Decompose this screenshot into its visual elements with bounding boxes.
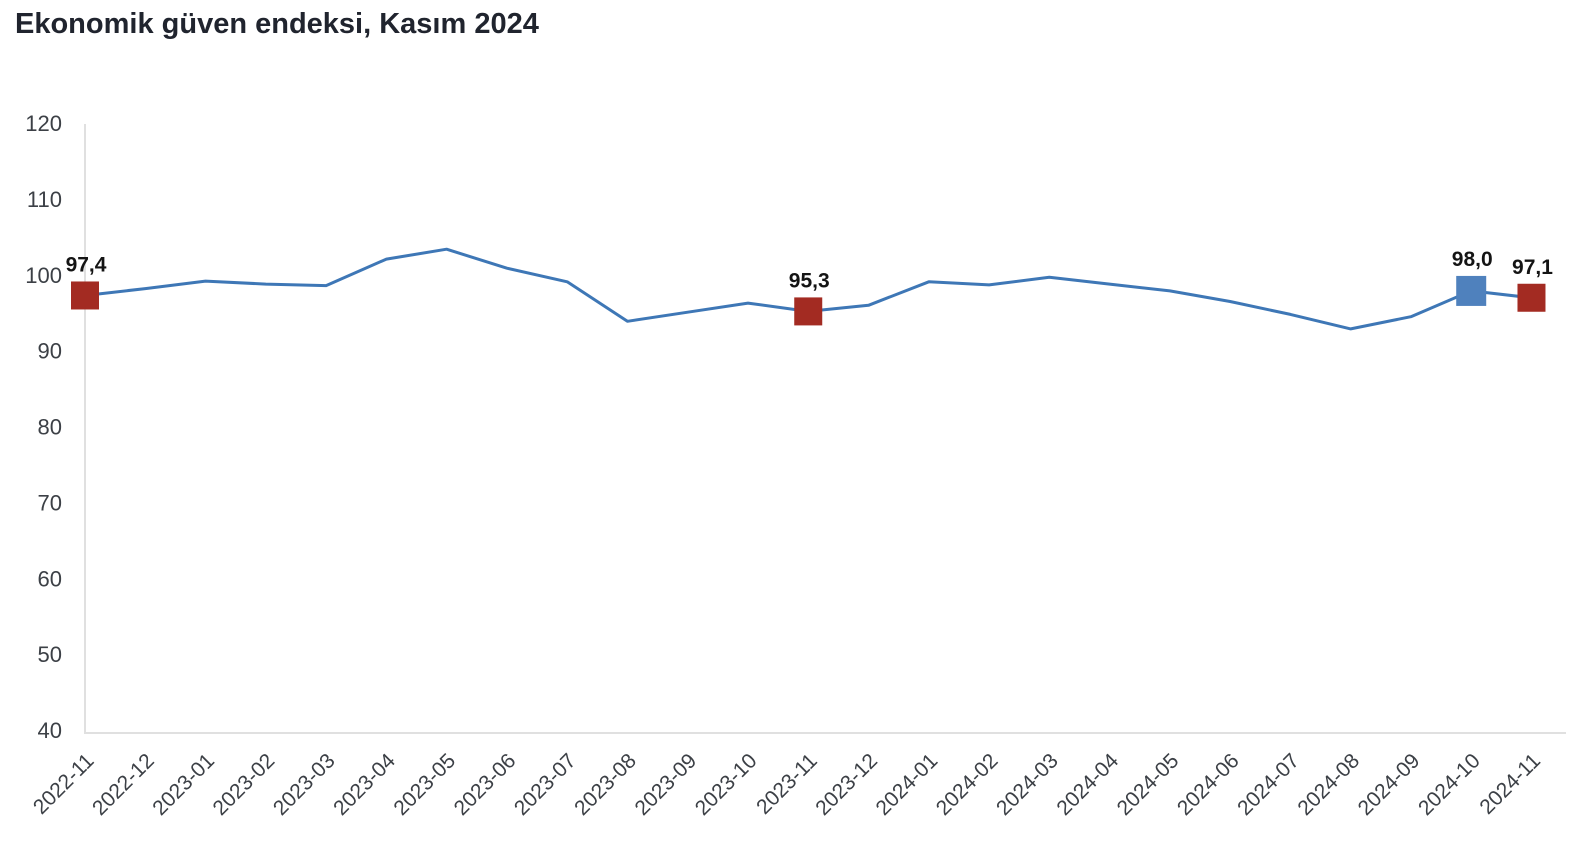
x-axis-tick-label-2024-04: 2024-04 — [1052, 749, 1123, 820]
y-axis-tick-label-80: 80 — [38, 415, 62, 440]
x-axis-tick-label-2024-07: 2024-07 — [1233, 749, 1304, 820]
x-axis-tick-label-2024-05: 2024-05 — [1113, 749, 1184, 820]
x-axis-tick-label-2023-08: 2023-08 — [570, 749, 641, 820]
y-axis-tick-label-70: 70 — [38, 490, 62, 515]
x-axis-tick-label-2023-04: 2023-04 — [329, 749, 400, 820]
y-axis-tick-label-60: 60 — [38, 566, 62, 591]
point-label-2024-11: 97,1 — [1512, 256, 1553, 279]
x-axis-tick-label-2023-10: 2023-10 — [691, 749, 762, 820]
x-axis-tick-label-2023-01: 2023-01 — [148, 749, 219, 820]
marker-2023-11 — [794, 297, 823, 326]
x-axis-tick-label-2023-05: 2023-05 — [389, 749, 460, 820]
y-axis-tick-label-50: 50 — [38, 642, 62, 667]
point-label-2023-11: 95,3 — [789, 269, 830, 292]
chart-title: Ekonomik güven endeksi, Kasım 2024 — [15, 8, 539, 40]
x-axis-tick-label-2024-06: 2024-06 — [1173, 749, 1244, 820]
x-axis-tick-label-2023-03: 2023-03 — [269, 749, 340, 820]
x-axis-tick-label-2024-01: 2024-01 — [872, 749, 943, 820]
marker-2024-11 — [1517, 283, 1546, 312]
x-axis-tick-label-2023-06: 2023-06 — [450, 749, 521, 820]
x-axis-tick-label-2023-07: 2023-07 — [510, 749, 581, 820]
x-axis-tick-label-2024-03: 2024-03 — [992, 749, 1063, 820]
x-axis-tick-label-2023-11: 2023-11 — [752, 749, 822, 819]
x-axis-tick-label-2024-09: 2024-09 — [1354, 749, 1425, 820]
y-axis-tick-label-40: 40 — [38, 718, 62, 743]
y-axis-tick-label-110: 110 — [27, 187, 62, 212]
x-axis-tick-label-2023-02: 2023-02 — [209, 749, 280, 820]
x-axis-tick-label-2024-08: 2024-08 — [1293, 749, 1364, 820]
x-axis-tick-label-2023-09: 2023-09 — [630, 749, 701, 820]
x-axis-tick-label-2023-12: 2023-12 — [811, 749, 882, 820]
point-label-2024-10: 98,0 — [1452, 248, 1493, 271]
x-axis-tick-label-2024-10: 2024-10 — [1414, 749, 1485, 820]
x-axis-tick-label-2024-11: 2024-11 — [1475, 749, 1545, 819]
marker-2022-11 — [71, 281, 99, 310]
y-axis-tick-label-120: 120 — [25, 111, 62, 136]
x-axis-tick-label-2022-11: 2022-11 — [29, 749, 99, 819]
marker-2024-10 — [1456, 275, 1487, 306]
y-axis-tick-label-90: 90 — [38, 339, 62, 364]
y-axis-tick-label-100: 100 — [25, 263, 62, 288]
x-axis-tick-label-2022-12: 2022-12 — [88, 749, 159, 820]
point-label-2022-11: 97,4 — [66, 253, 107, 276]
x-axis-tick-label-2024-02: 2024-02 — [932, 749, 1003, 820]
